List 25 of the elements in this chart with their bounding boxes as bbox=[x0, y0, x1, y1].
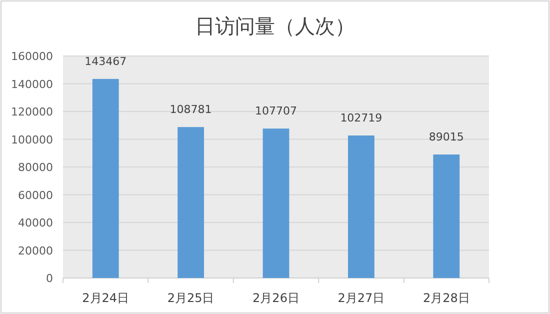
y-tick-label: 80000 bbox=[18, 161, 53, 174]
bar bbox=[433, 154, 460, 278]
bar bbox=[92, 78, 119, 278]
x-tick-label: 2月24日 bbox=[82, 291, 130, 305]
bar bbox=[348, 135, 374, 278]
bar bbox=[262, 128, 290, 278]
y-tick-label: 140000 bbox=[11, 78, 53, 91]
x-tick-label: 2月26日 bbox=[252, 291, 300, 305]
x-tick-label: 2月25日 bbox=[167, 291, 214, 305]
y-tick-label: 60000 bbox=[18, 188, 53, 202]
y-tick-label: 40000 bbox=[18, 216, 53, 230]
data-label: 102719 bbox=[340, 111, 382, 124]
data-label: 108781 bbox=[170, 103, 212, 116]
y-tick-label: 120000 bbox=[11, 106, 53, 118]
y-tick-label: 20000 bbox=[18, 244, 53, 258]
data-label: 143467 bbox=[84, 54, 127, 68]
x-tick-label: 2月27日 bbox=[338, 291, 385, 305]
data-label: 107707 bbox=[255, 104, 297, 118]
y-tick-label: 0 bbox=[46, 272, 53, 285]
bar bbox=[178, 127, 204, 278]
x-tick-label: 2月28日 bbox=[422, 291, 470, 305]
data-label: 89015 bbox=[428, 130, 464, 144]
y-tick-label: 100000 bbox=[11, 133, 53, 146]
chart-title: 日访问量（人次） bbox=[195, 14, 355, 38]
y-tick-label: 160000 bbox=[11, 50, 53, 63]
